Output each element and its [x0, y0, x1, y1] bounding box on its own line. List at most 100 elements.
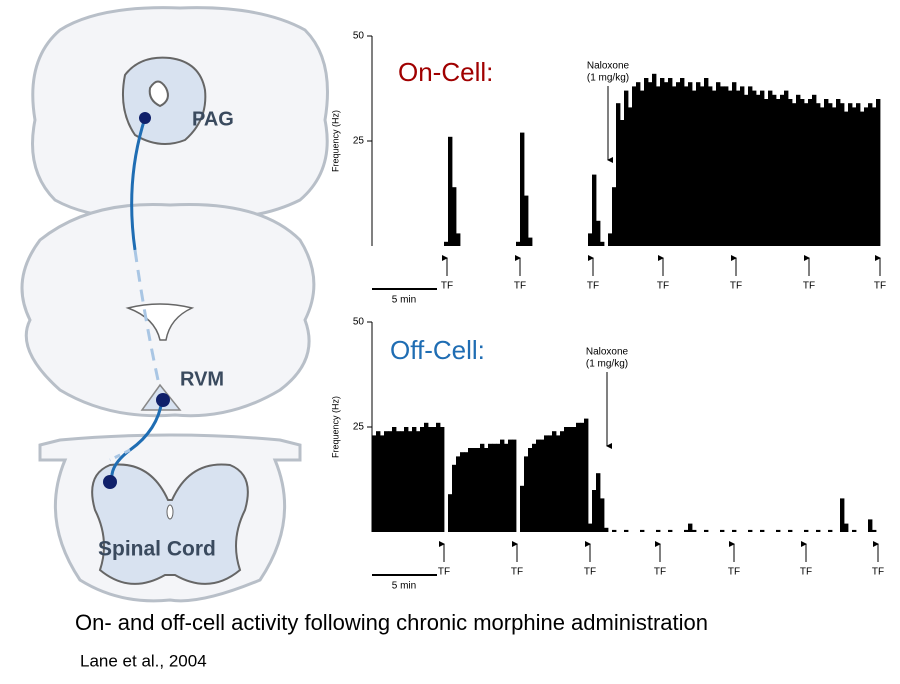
bar [680, 78, 685, 246]
bar [716, 82, 721, 246]
bar [608, 233, 613, 246]
y-axis-label: Frequency (Hz) [330, 110, 340, 172]
bar [496, 443, 501, 532]
bar [468, 448, 473, 532]
bar [760, 529, 765, 532]
bar [552, 431, 557, 532]
bar [788, 529, 793, 532]
bar [684, 529, 689, 532]
chart: 25 50 On-Cell: Frequency (Hz) Naloxone(1 mg/… [330, 31, 886, 306]
bar [640, 529, 645, 532]
bar [820, 107, 825, 247]
bar [636, 82, 641, 246]
bar [844, 111, 849, 246]
event-label: TF [587, 281, 599, 292]
bar [840, 103, 845, 246]
bar [584, 418, 589, 532]
bar [816, 103, 821, 246]
bar [656, 86, 661, 247]
bar [524, 456, 529, 532]
annotation: Naloxone [586, 347, 629, 358]
event-label: TF [872, 567, 884, 578]
bar [700, 86, 705, 247]
bar [868, 519, 873, 532]
bar [704, 529, 709, 532]
bar [668, 529, 673, 532]
bar [548, 435, 553, 532]
bar [640, 90, 645, 246]
bar [816, 529, 821, 532]
event-label: TF [438, 567, 450, 578]
bar [852, 107, 857, 247]
bar [692, 529, 697, 532]
bar [848, 103, 853, 246]
bar [440, 427, 445, 532]
pag-rvm-axon-dashed [133, 249, 160, 381]
bar [428, 427, 433, 532]
bar [864, 107, 869, 247]
bar [512, 439, 517, 532]
bar [432, 427, 437, 532]
bar [384, 431, 389, 532]
event-label: TF [657, 281, 669, 292]
bar [748, 529, 753, 532]
bar [768, 90, 773, 246]
spinal-cord-label: Spinal Cord [98, 538, 216, 561]
grey-matter [91, 463, 249, 585]
chart-title: On-Cell: [398, 57, 493, 87]
bar [668, 78, 673, 246]
bar [452, 464, 457, 532]
bar [840, 498, 845, 532]
bar [692, 90, 697, 246]
bar [656, 529, 661, 532]
bar [588, 233, 593, 246]
bar [524, 195, 529, 246]
bar [672, 86, 677, 247]
bar [696, 82, 701, 246]
bar [740, 86, 745, 247]
annotation: (1 mg/kg) [586, 359, 628, 370]
bar [752, 90, 757, 246]
pag-label: PAG [192, 108, 234, 130]
bar [872, 529, 877, 532]
scale-bar-label: 5 min [392, 581, 416, 592]
bar [836, 99, 841, 246]
bar [620, 120, 625, 246]
bar [528, 237, 533, 246]
bar [776, 529, 781, 532]
bar [708, 86, 713, 247]
event-label: TF [874, 281, 886, 292]
bar [776, 99, 781, 246]
event-label: TF [511, 567, 523, 578]
bar [756, 94, 761, 246]
pag-rvm-axon [130, 117, 147, 251]
bar [724, 86, 729, 247]
bar [628, 107, 633, 247]
bar [372, 435, 377, 532]
bar [600, 241, 605, 246]
anatomy-diagram: PAG RVM Spinal Cord [20, 6, 329, 603]
bar [732, 82, 737, 246]
bar [592, 174, 597, 246]
event-label: TF [803, 281, 815, 292]
bar [516, 241, 521, 246]
bar [804, 103, 809, 246]
bar [720, 529, 725, 532]
bar [784, 90, 789, 246]
bar [616, 103, 621, 246]
bar [764, 99, 769, 246]
bar [612, 187, 617, 246]
bar [688, 523, 693, 532]
bar [676, 82, 681, 246]
y-tick-label: 50 [353, 31, 365, 42]
bar [824, 99, 829, 246]
bar [588, 523, 593, 532]
bar [624, 90, 629, 246]
bar [604, 527, 609, 532]
annotation: Naloxone [587, 61, 630, 72]
bar [876, 99, 881, 246]
bar [800, 99, 805, 246]
event-label: TF [800, 567, 812, 578]
bar [400, 431, 405, 532]
bar [500, 439, 505, 532]
